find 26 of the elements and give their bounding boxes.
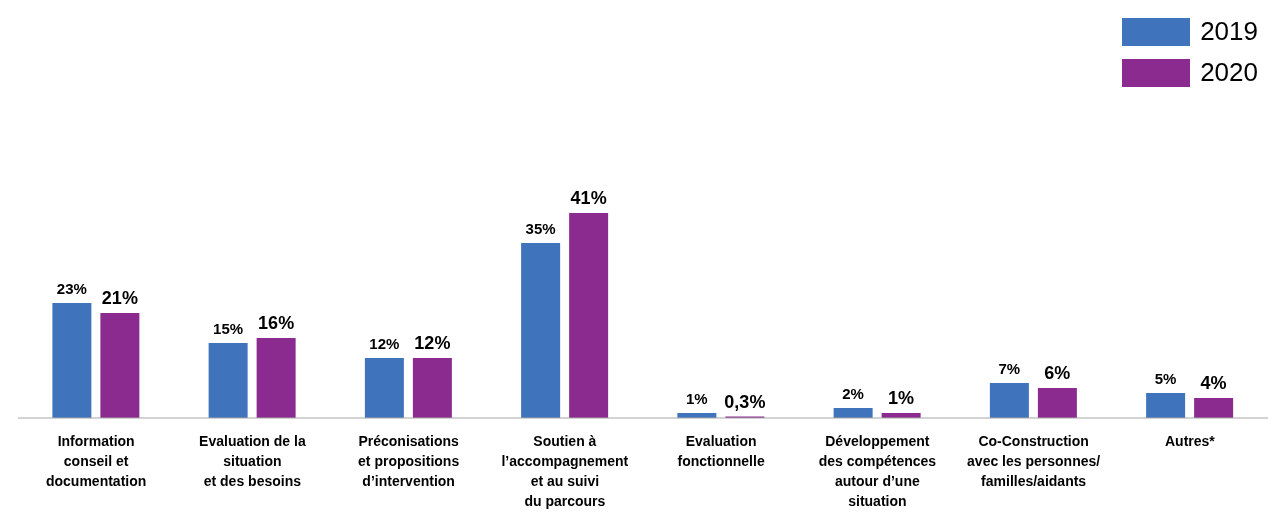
- data-label: 41%: [570, 188, 607, 208]
- data-label: 0,3%: [724, 391, 766, 412]
- data-label: 35%: [525, 220, 556, 237]
- data-label: 1%: [686, 390, 708, 407]
- data-label: 12%: [369, 335, 400, 352]
- legend-label: 2019: [1200, 16, 1258, 47]
- x-tick-label: Préconisations et propositions d’intervention: [358, 433, 460, 489]
- data-label: 5%: [1154, 370, 1177, 387]
- x-tick-label: Soutien à l’accompagnement et au suivi du parcours: [501, 433, 629, 509]
- legend-label: 2020: [1200, 57, 1258, 88]
- data-label: 16%: [258, 313, 295, 333]
- x-tick-label: Evaluation fonctionnelle: [677, 433, 765, 469]
- x-tick-label: Information conseil et documentation: [45, 433, 147, 489]
- data-label: 6%: [1044, 363, 1071, 383]
- data-label: 2%: [842, 385, 864, 402]
- data-label: 15%: [213, 320, 244, 337]
- data-label: 23%: [56, 280, 87, 297]
- x-tick-label: Développement des compétences autour d’une situation: [818, 433, 937, 509]
- data-label: 7%: [998, 360, 1021, 377]
- x-tick-label: Evaluation de la situation et des besoins: [199, 433, 306, 489]
- data-label: 1%: [888, 388, 915, 408]
- x-tick-label: Autres*: [1164, 433, 1216, 449]
- x-tick-label: Co-Construction avec les personnes/ familles/aidants: [967, 433, 1101, 489]
- data-label: 12%: [414, 333, 451, 353]
- data-label: 4%: [1200, 373, 1227, 393]
- data-label: 21%: [101, 288, 138, 308]
